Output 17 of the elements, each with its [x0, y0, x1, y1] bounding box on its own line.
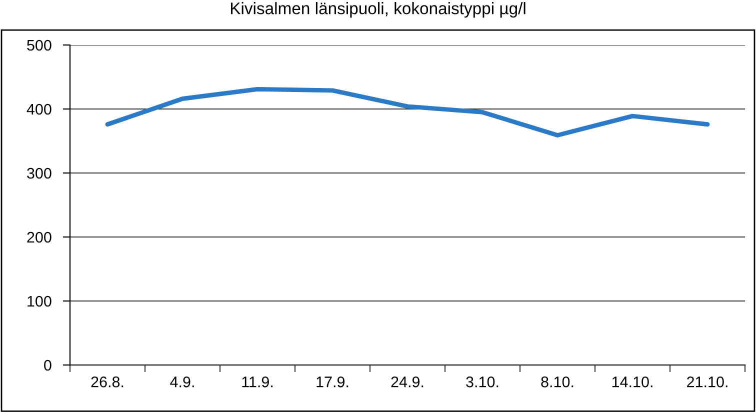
line-series	[105, 86, 710, 138]
x-tick-label: 4.9.	[170, 376, 194, 388]
y-tick-label: 200	[27, 232, 52, 243]
x-tick-label: 11.9.	[242, 376, 273, 388]
y-tick-label: 100	[28, 296, 52, 307]
x-tick-label: 26.8.	[91, 376, 124, 388]
x-tick-label: 3.10.	[466, 376, 498, 388]
x-tick-label: 8.10.	[541, 376, 574, 388]
x-tick-label: 17.9.	[316, 376, 348, 388]
x-tick-label: 14.10.	[612, 376, 652, 388]
y-tick-label: 0	[44, 360, 52, 371]
y-tick-label: 500	[27, 40, 52, 51]
chart-title: Kivisalmen länsipuoli, kokonaistyppi µg/l	[230, 2, 526, 18]
x-tick-label: 21.10.	[687, 376, 728, 388]
y-tick-label: 400	[26, 104, 52, 115]
y-tick-label: 300	[27, 168, 52, 179]
x-tick-label: 24.9.	[391, 376, 424, 388]
